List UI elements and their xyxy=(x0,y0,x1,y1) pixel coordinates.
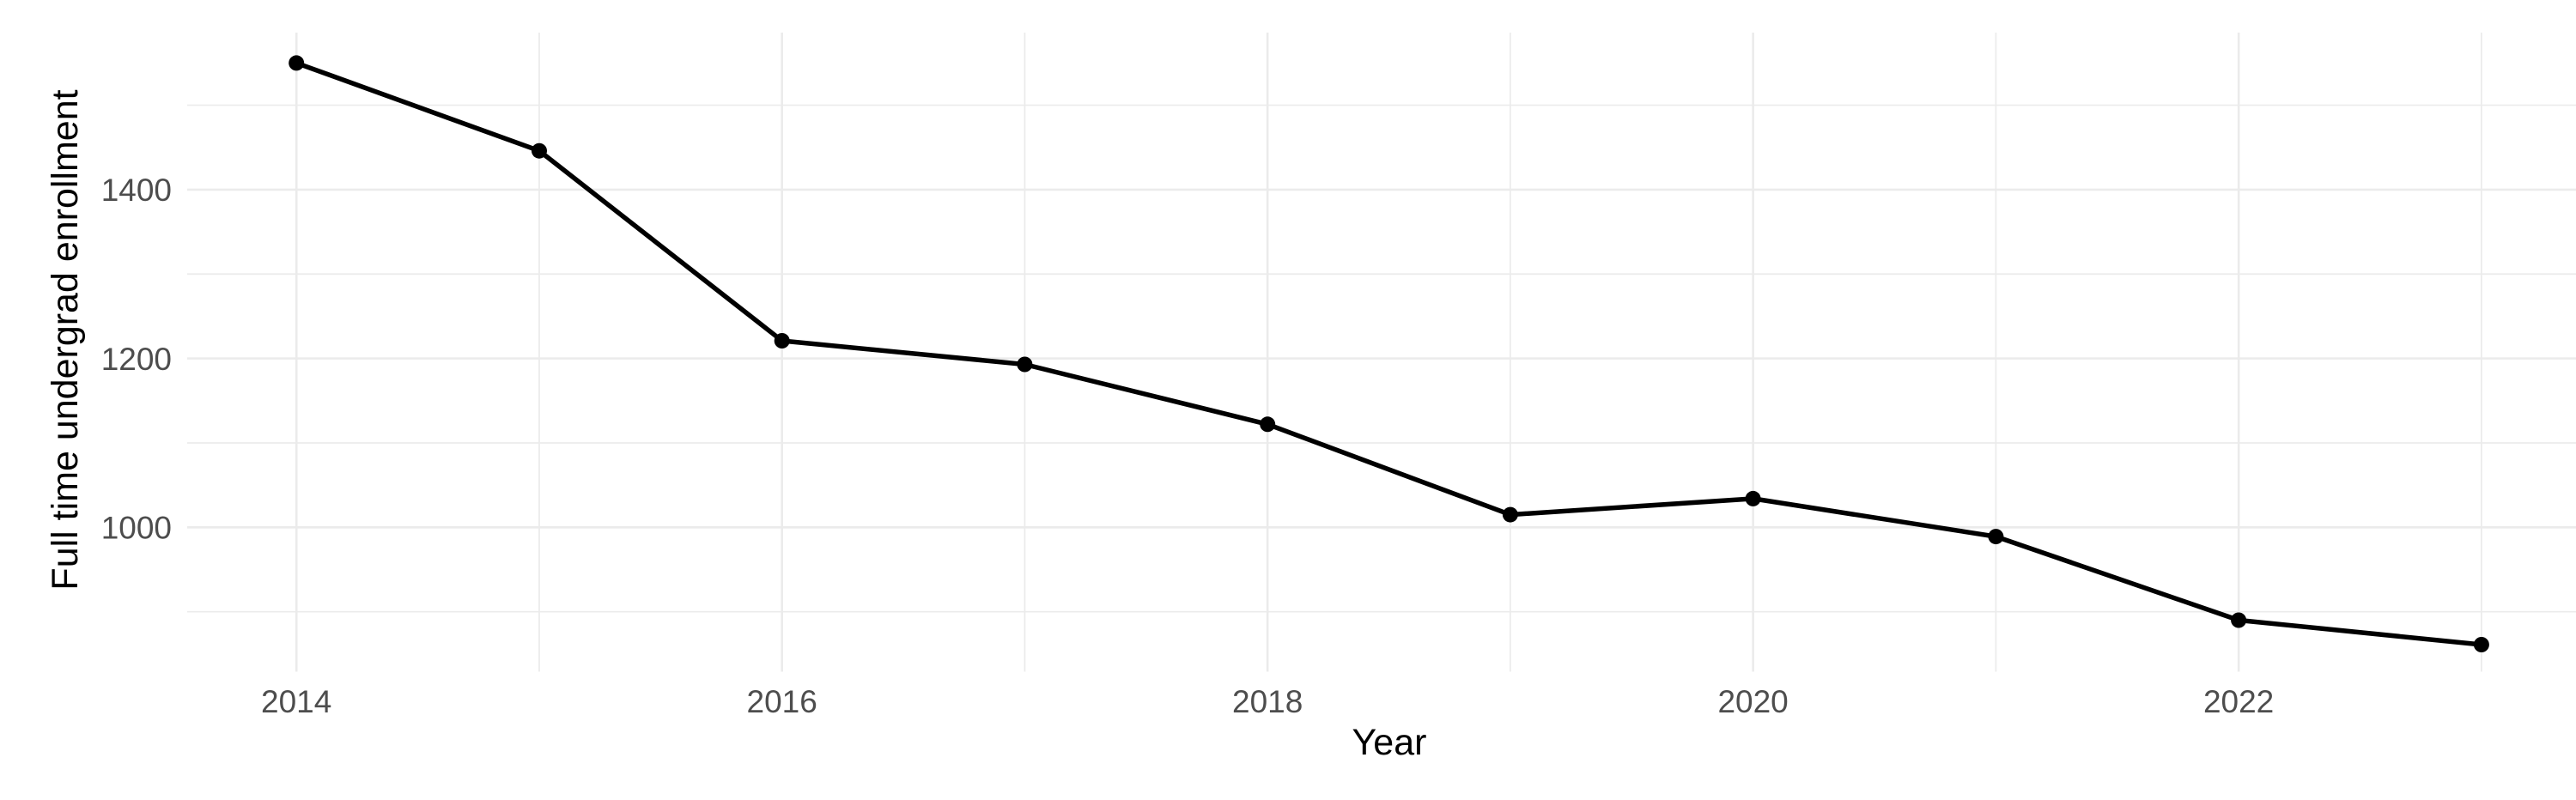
axis-text-layer: 1000 1200 1400 2014 2016 2018 2020 2022 Full tim… xyxy=(45,89,2274,763)
gridlines-major-layer xyxy=(187,33,2576,672)
data-point-2015 xyxy=(532,142,547,159)
data-point-2023 xyxy=(2473,637,2489,652)
data-point-2019 xyxy=(1502,506,1518,523)
data-point-2016 xyxy=(774,333,790,348)
data-point-2014 xyxy=(289,55,305,71)
x-tick-label-2022: 2022 xyxy=(2203,684,2274,719)
data-point-2020 xyxy=(1745,490,1761,506)
x-tick-label-2018: 2018 xyxy=(1232,684,1303,719)
y-tick-label-1000: 1000 xyxy=(101,511,172,546)
x-tick-label-2014: 2014 xyxy=(261,684,331,719)
data-point-2021 xyxy=(1988,529,2004,545)
data-series-layer xyxy=(289,55,2489,652)
chart-canvas: 1000 1200 1400 2014 2016 2018 2020 2022 Full tim… xyxy=(45,33,2576,763)
enrollment-trend-line xyxy=(295,60,2482,647)
data-point-2022 xyxy=(2231,612,2247,628)
y-tick-label-1200: 1200 xyxy=(101,342,172,377)
gridlines-minor-layer xyxy=(187,33,2576,672)
y-tick-label-1400: 1400 xyxy=(101,173,172,208)
enrollment-line-chart: 1000 1200 1400 2014 2016 2018 2020 2022 Full tim… xyxy=(34,14,2576,786)
x-tick-label-2020: 2020 xyxy=(1717,684,1788,719)
data-point-2017 xyxy=(1017,356,1033,373)
x-tick-label-2016: 2016 xyxy=(747,684,817,719)
x-axis-title: Year xyxy=(1352,722,1427,763)
y-axis-title: Full time undergrad enrollment xyxy=(45,89,86,590)
data-point-2018 xyxy=(1260,416,1276,433)
